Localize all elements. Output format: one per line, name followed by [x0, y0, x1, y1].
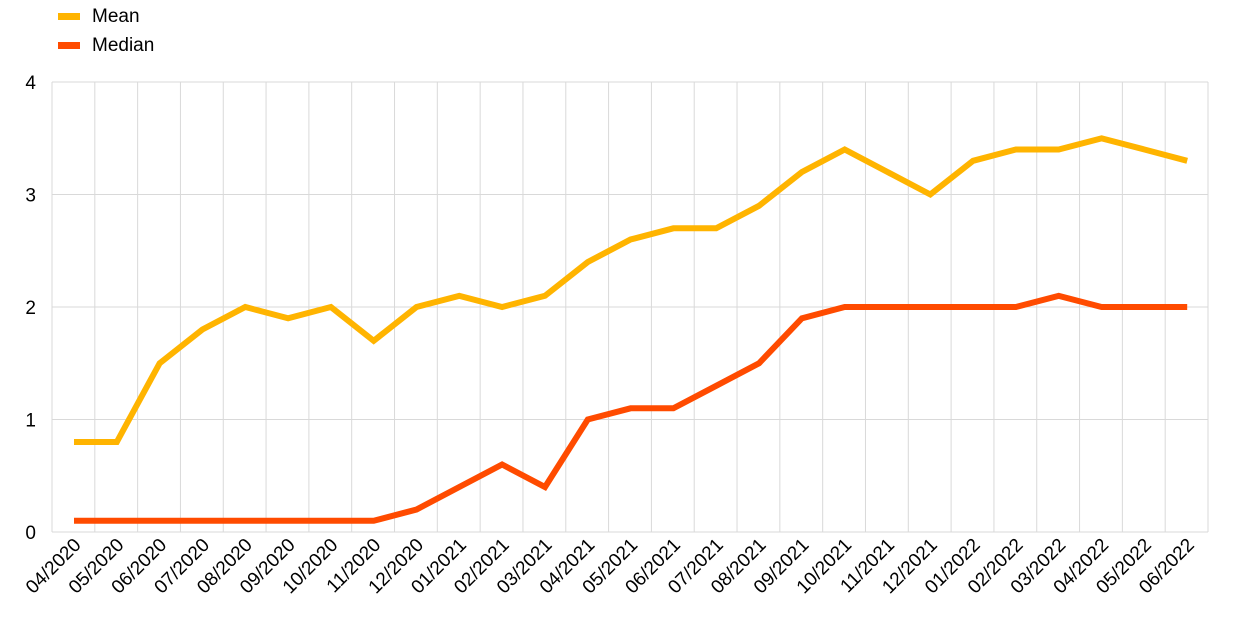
- y-tick-label: 4: [25, 73, 36, 94]
- legend-swatch-mean: [58, 13, 80, 20]
- series-line-median: [74, 292, 1188, 524]
- y-tick-label: 0: [25, 523, 36, 544]
- legend-swatch-median: [58, 42, 80, 49]
- legend-item-mean: Mean: [58, 2, 154, 31]
- y-tick-label: 2: [25, 298, 36, 319]
- legend-label-median: Median: [92, 34, 155, 56]
- legend-item-median: Median: [58, 31, 154, 60]
- y-tick-label: 3: [25, 186, 36, 207]
- legend: Mean Median: [58, 2, 154, 60]
- series-line-mean: [74, 135, 1188, 445]
- legend-label-mean: Mean: [92, 5, 140, 27]
- y-tick-label: 1: [25, 411, 36, 432]
